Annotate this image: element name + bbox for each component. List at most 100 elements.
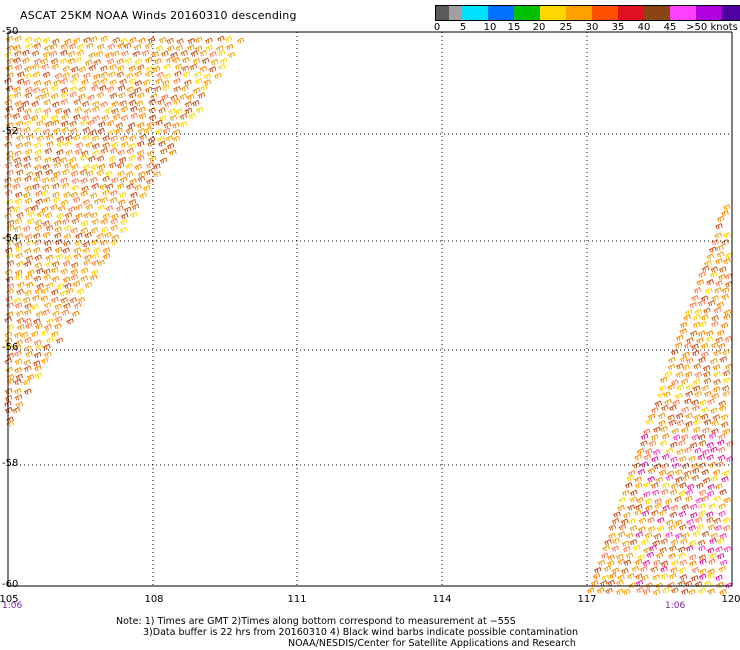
wind-barb (71, 184, 79, 191)
wind-barb (14, 269, 23, 276)
wind-barb (30, 204, 39, 211)
notes-block: Note: 1) Times are GMT 2)Times along bot… (116, 616, 578, 649)
wind-barb (680, 433, 689, 440)
wind-barb (129, 36, 137, 44)
wind-barb (646, 516, 655, 524)
wind-barb (43, 274, 51, 281)
wind-barb (622, 512, 631, 519)
wind-barb (617, 531, 626, 538)
wind-barb (42, 309, 50, 316)
wind-barb (16, 281, 25, 288)
wind-barb (650, 509, 659, 516)
wind-barb (719, 356, 728, 363)
wind-barb (104, 107, 113, 114)
wind-barb (125, 127, 134, 134)
wind-barb (43, 351, 52, 358)
wind-barb (675, 334, 684, 341)
wind-barb (144, 86, 153, 93)
time-label-left: 1:06 (2, 601, 23, 611)
wind-barb (45, 254, 54, 261)
wind-barb (25, 281, 34, 288)
wind-barb (709, 271, 718, 278)
wind-barb (693, 414, 702, 421)
wind-barb (626, 474, 635, 481)
wind-barb (4, 316, 12, 323)
wind-barb (108, 162, 117, 169)
wind-barb (145, 70, 153, 77)
wind-barb (13, 177, 22, 184)
wind-barb (40, 113, 49, 121)
wind-barb (74, 148, 83, 155)
wind-barb (109, 189, 118, 197)
wind-barb (41, 163, 50, 170)
wind-barb (15, 142, 23, 149)
wind-barb (91, 100, 100, 107)
wind-barb (40, 295, 48, 302)
wind-barb (683, 398, 692, 405)
wind-barb (33, 176, 41, 183)
wind-barb (62, 72, 70, 79)
wind-barb (613, 511, 621, 518)
wind-barb (661, 453, 670, 460)
wind-barb (34, 190, 43, 197)
wind-barb (6, 420, 14, 427)
wind-barb (24, 289, 32, 296)
wind-barb (180, 85, 189, 92)
wind-barb (648, 440, 657, 447)
wind-barb (33, 58, 42, 65)
wind-barb (133, 86, 142, 93)
wind-barb (165, 135, 173, 142)
wind-barb (69, 91, 77, 98)
wind-barb (203, 79, 212, 86)
wind-barb (689, 503, 698, 510)
wind-barb (681, 462, 690, 469)
wind-barb (131, 203, 140, 210)
wind-barb (166, 37, 174, 44)
wind-barb (687, 588, 696, 596)
wind-barb (615, 588, 624, 595)
wind-barb (599, 580, 608, 587)
wind-barb (42, 231, 51, 238)
wind-barb (4, 113, 12, 120)
wind-barb (719, 559, 728, 566)
wind-barb (68, 43, 77, 50)
wind-barb (90, 212, 98, 219)
wind-barb (693, 287, 702, 294)
wind-barb (159, 148, 168, 155)
wind-barb (91, 149, 100, 156)
wind-barb (667, 524, 676, 531)
wind-barb (30, 114, 39, 122)
wind-barb (625, 532, 634, 539)
wind-barb (184, 100, 193, 108)
wind-barb (61, 182, 70, 189)
note-line-3: NOAA/NESDIS/Center for Satellite Applica… (288, 638, 576, 649)
wind-barb (169, 114, 178, 121)
wind-barb (44, 120, 53, 127)
wind-barb (100, 218, 108, 225)
wind-barb (33, 351, 42, 358)
wind-barb (71, 217, 80, 225)
wind-barb (24, 303, 32, 310)
wind-barb (92, 79, 100, 86)
wind-barb (723, 497, 732, 504)
lat-label-50: -50 (2, 26, 19, 37)
wind-barb (145, 168, 154, 176)
wind-barb (671, 462, 680, 469)
wind-barb (97, 127, 105, 134)
wind-barb (195, 106, 204, 114)
wind-barb (660, 572, 669, 580)
wind-barb (63, 140, 72, 148)
wind-barb (724, 582, 733, 589)
wind-barb (72, 196, 81, 203)
wind-barb (60, 199, 69, 206)
wind-barb (107, 71, 116, 78)
wind-barb (83, 259, 91, 266)
wind-barb (650, 456, 659, 463)
wind-barb (21, 100, 30, 107)
wind-barb (692, 385, 701, 392)
wind-barb (45, 261, 53, 268)
wind-barb (24, 197, 33, 204)
wind-barb (73, 98, 82, 105)
wind-barb (82, 36, 91, 43)
wind-barb (660, 538, 668, 545)
